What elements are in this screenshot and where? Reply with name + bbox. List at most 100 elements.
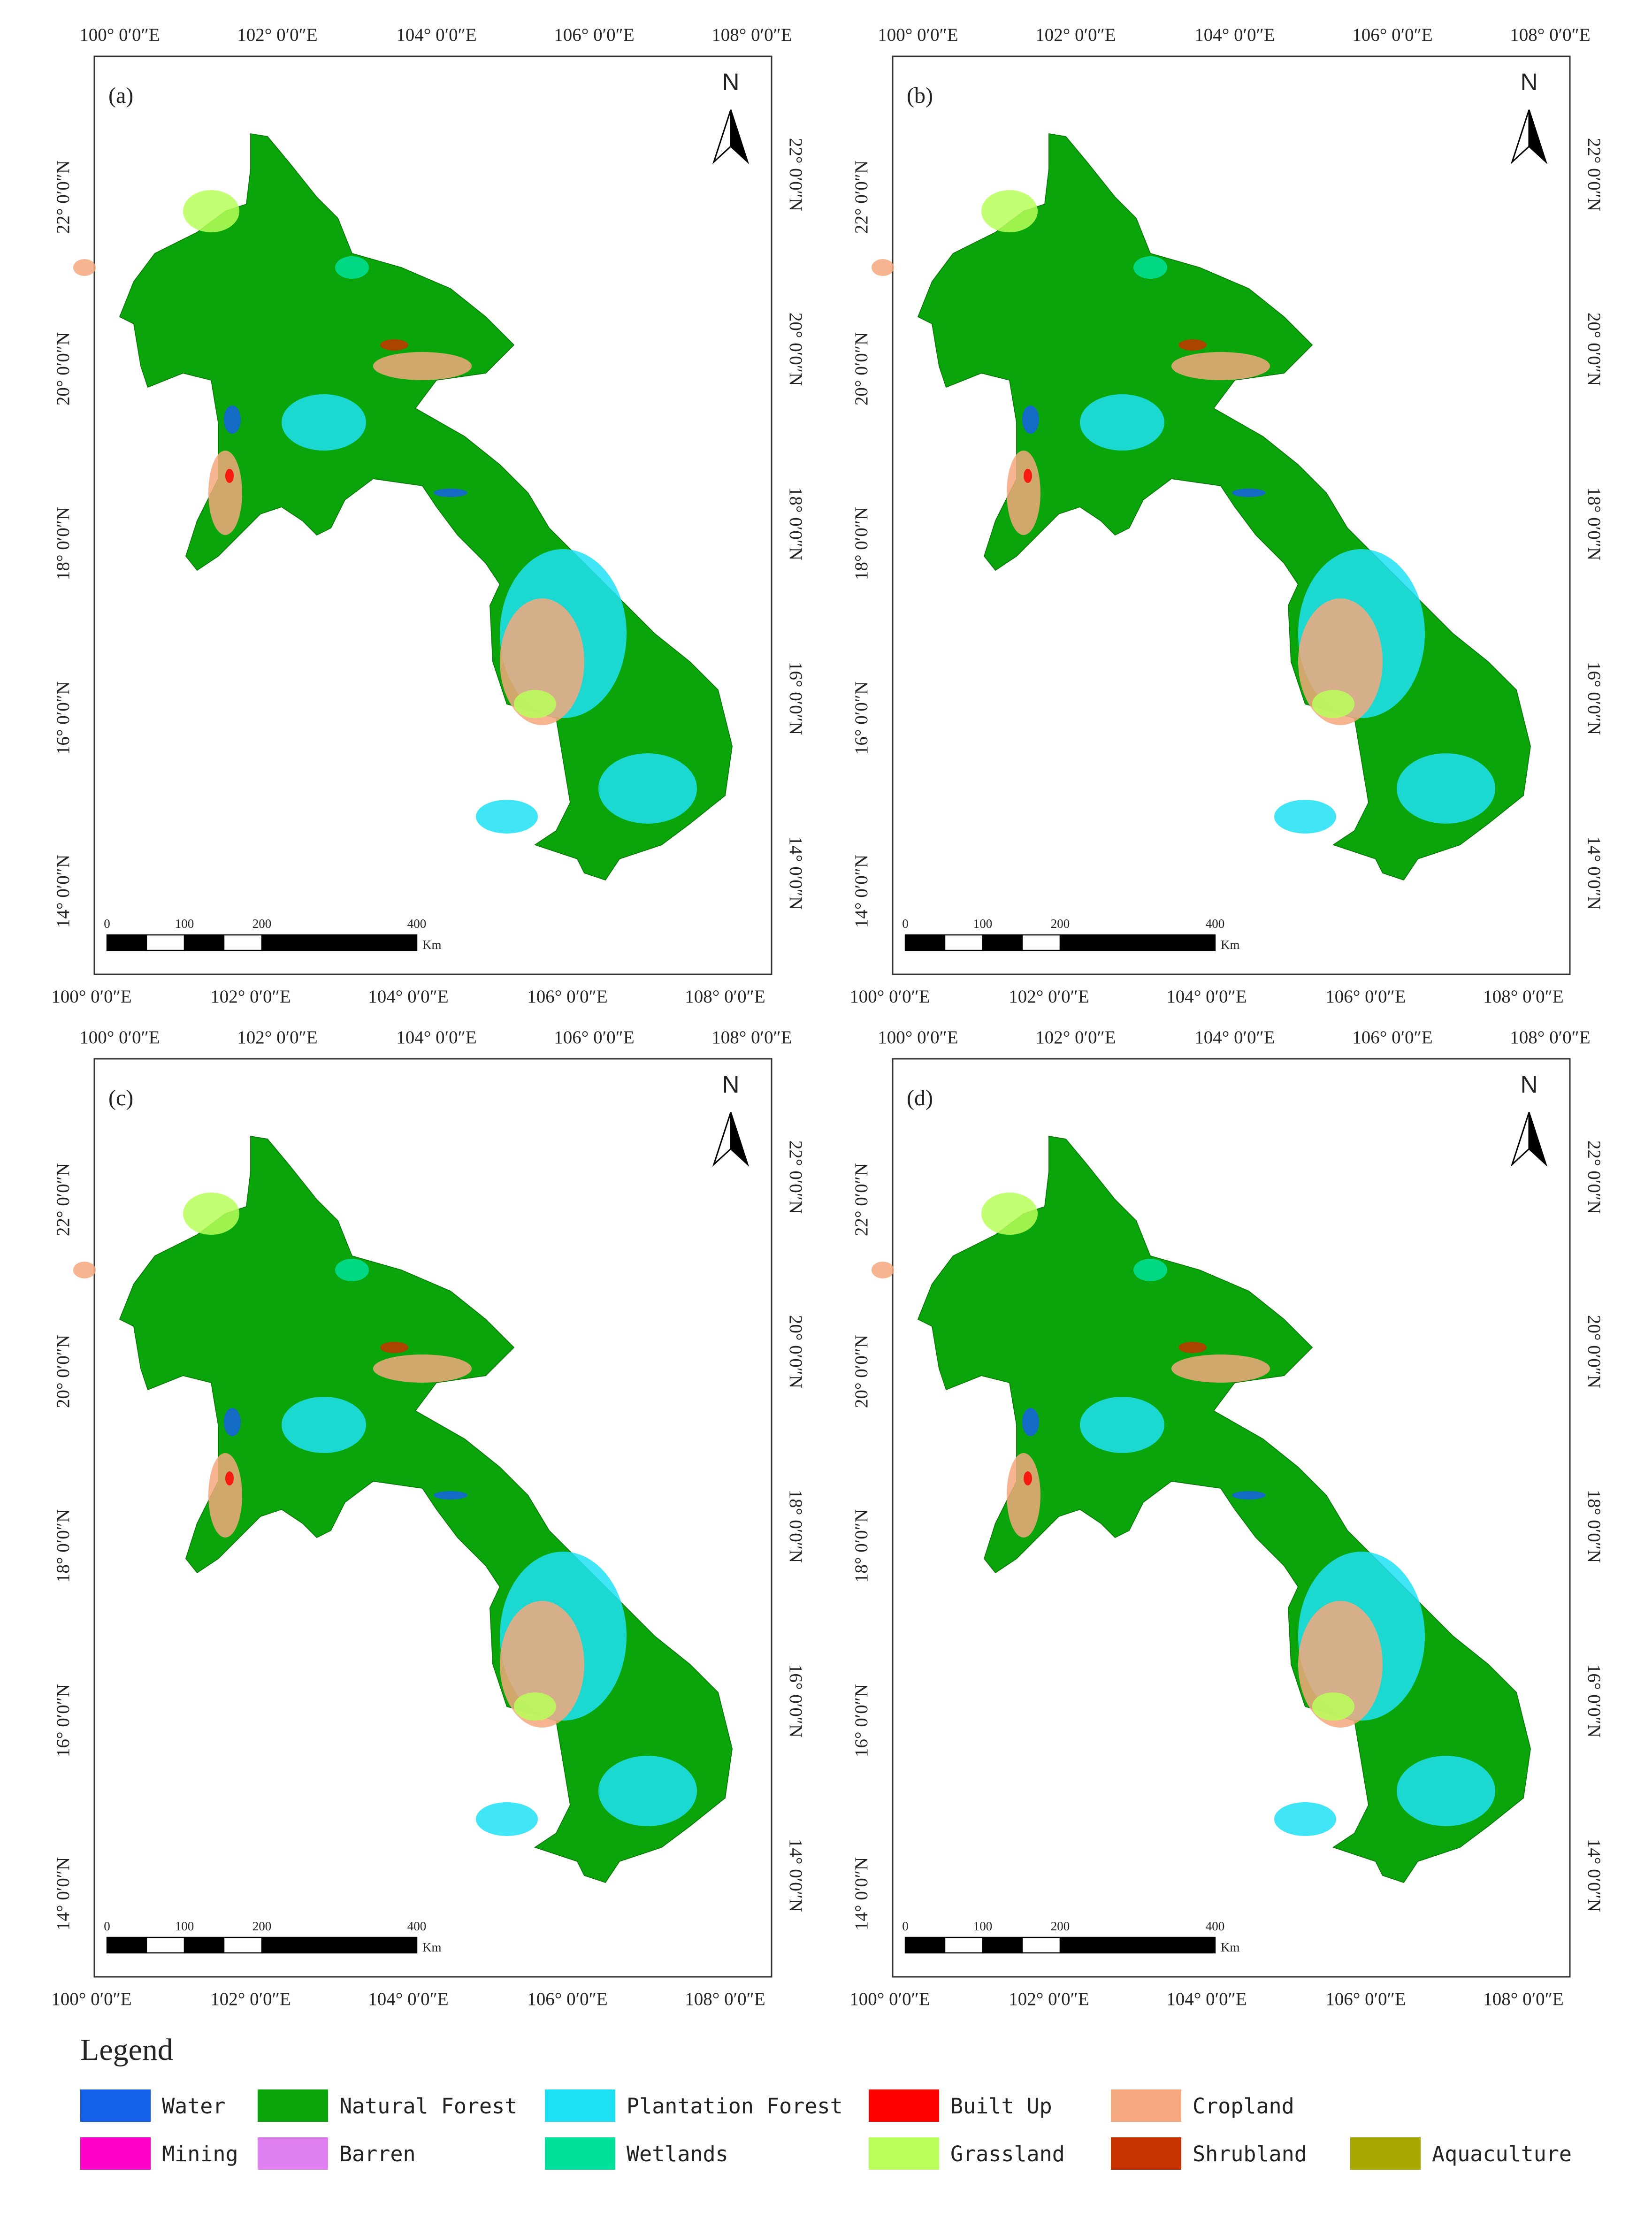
longitude-label: 102° 0′0″E — [1035, 1027, 1116, 1048]
land-cover-patch — [981, 190, 1038, 232]
legend-label: Natural Forest — [339, 2094, 517, 2119]
longitude-label: 106° 0′0″E — [1325, 987, 1406, 1007]
scale-bar-segment — [1059, 934, 1216, 951]
legend-label: Shrubland — [1193, 2142, 1307, 2166]
longitude-label: 104° 0′0″E — [1194, 1027, 1275, 1048]
latitude-label: 16° 0′0″N — [851, 1684, 872, 1757]
legend-swatch — [545, 2137, 616, 2170]
latitude-label: 14° 0′0″N — [786, 1839, 806, 1912]
land-cover-patch — [380, 1342, 409, 1353]
longitude-label: 104° 0′0″E — [368, 987, 448, 1007]
north-label: N — [1521, 1071, 1538, 1098]
latitude-label: 14° 0′0″N — [1584, 1839, 1604, 1912]
scale-bar-segment — [904, 934, 946, 951]
land-cover-patch — [514, 1692, 557, 1721]
scale-bar-segment — [145, 934, 185, 951]
latitude-label: 20° 0′0″N — [786, 1315, 806, 1388]
legend-swatch — [1111, 2089, 1182, 2122]
latitude-label: 20° 0′0″N — [53, 332, 73, 406]
longitude-label: 100° 0′0″E — [51, 987, 131, 1007]
longitude-label: 108° 0′0″E — [685, 1989, 765, 2009]
latitude-label: 16° 0′0″N — [53, 1684, 73, 1757]
land-cover-patch — [1024, 469, 1032, 483]
land-cover-patch — [1080, 394, 1165, 451]
legend-label: Barren — [339, 2142, 416, 2166]
longitude-label: 104° 0′0″E — [1194, 25, 1275, 45]
land-cover-patch — [1312, 690, 1355, 718]
land-cover-patch — [208, 451, 243, 535]
scale-bar-label: 200 — [1051, 917, 1070, 931]
north-label: N — [722, 1071, 740, 1098]
land-cover-patch — [1397, 1756, 1496, 1826]
scale-bar-segment — [184, 934, 225, 951]
latitude-label: 22° 0′0″N — [851, 1163, 872, 1236]
land-cover-patch — [500, 598, 585, 725]
latitude-label: 22° 0′0″N — [786, 1140, 806, 1214]
panel-label: (d) — [907, 1086, 933, 1110]
latitude-label: 18° 0′0″N — [1584, 487, 1604, 560]
land-cover-patch — [500, 1601, 585, 1728]
map-frame — [892, 1058, 1571, 1978]
scale-bar-segment — [982, 934, 1023, 951]
longitude-label: 100° 0′0″E — [849, 1989, 930, 2009]
longitude-label: 102° 0′0″E — [237, 25, 317, 45]
legend-label: Water — [162, 2094, 225, 2119]
north-arrow-left — [1510, 1112, 1530, 1167]
longitude-label: 106° 0′0″E — [527, 987, 607, 1007]
latitude-label: 16° 0′0″N — [851, 681, 872, 755]
land-cover-patch — [73, 1262, 96, 1278]
scale-bar-segment — [1021, 934, 1061, 951]
latitude-label: 22° 0′0″N — [53, 161, 73, 234]
scale-bar-label: 0 — [902, 917, 909, 931]
latitude-label: 20° 0′0″N — [786, 313, 806, 386]
legend-label: Grassland — [950, 2142, 1065, 2166]
land-cover-patch — [1397, 753, 1496, 824]
legend-swatch — [1350, 2137, 1421, 2170]
north-arrow-left — [712, 109, 732, 164]
legend-title: Legend — [80, 2033, 173, 2067]
longitude-label: 100° 0′0″E — [51, 1989, 131, 2009]
latitude-label: 14° 0′0″N — [786, 836, 806, 910]
longitude-label: 104° 0′0″E — [1166, 987, 1247, 1007]
scale-bar-label: 400 — [1206, 1919, 1225, 1933]
land-cover-patch — [1178, 339, 1207, 351]
land-cover-patch — [434, 489, 468, 497]
north-label: N — [1521, 69, 1538, 95]
legend-label: Mining — [162, 2142, 238, 2166]
land-cover-patch — [335, 256, 369, 279]
scale-bar-label: 0 — [104, 1919, 110, 1933]
latitude-label: 18° 0′0″N — [786, 1490, 806, 1563]
scale-bar-segment — [1021, 1936, 1061, 1954]
longitude-label: 108° 0′0″E — [1510, 25, 1590, 45]
scale-bar-segment — [223, 934, 263, 951]
map-panel: (d) N 100° 0′0″E 102° 0′0″E 104° 0′0″E 106° 0… — [849, 1027, 1604, 2009]
scale-bar-label: 200 — [1051, 1919, 1070, 1933]
land-cover-patch — [1298, 598, 1383, 725]
longitude-label: 104° 0′0″E — [396, 1027, 476, 1048]
scale-bar-label: 0 — [902, 1919, 909, 1933]
north-label: N — [722, 69, 740, 95]
scale-bar-label: 400 — [1206, 917, 1225, 931]
legend-swatch — [545, 2089, 616, 2122]
land-cover-patch — [1024, 1471, 1032, 1485]
latitude-label: 20° 0′0″N — [851, 1335, 872, 1408]
longitude-label: 106° 0′0″E — [1325, 1989, 1406, 2009]
scale-bar-label: 200 — [252, 917, 272, 931]
scale-bar-segment — [982, 1936, 1023, 1954]
land-cover-patch — [224, 1408, 241, 1436]
north-arrow-right — [730, 1112, 750, 1167]
land-cover-patch — [1171, 352, 1270, 380]
scale-bar-unit: Km — [1221, 1940, 1240, 1954]
land-cover-patch — [872, 1262, 895, 1278]
latitude-label: 14° 0′0″N — [53, 1857, 73, 1930]
scale-bar-segment — [261, 934, 418, 951]
legend-label: Plantation Forest — [627, 2094, 843, 2119]
land-cover-patch — [380, 339, 409, 351]
land-cover-patch — [1232, 489, 1266, 497]
scale-bar-segment — [106, 1936, 147, 1954]
north-arrow-right — [730, 109, 750, 164]
longitude-label: 100° 0′0″E — [878, 25, 958, 45]
longitude-label: 106° 0′0″E — [554, 1027, 634, 1048]
